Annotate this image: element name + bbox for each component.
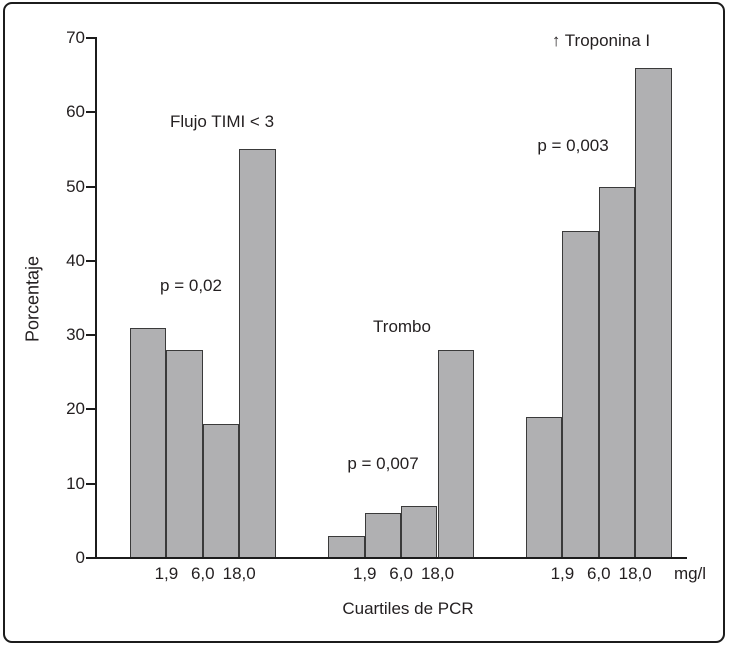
y-tick-label: 70 bbox=[66, 27, 85, 47]
bar bbox=[239, 149, 276, 559]
bar bbox=[598, 186, 636, 559]
y-tick-mark bbox=[86, 259, 95, 262]
x-tick-label: 6,0 bbox=[586, 564, 611, 583]
y-tick-label: 40 bbox=[66, 250, 85, 270]
x-tick-label: 6,0 bbox=[389, 564, 413, 583]
x-tick-label: 6,0 bbox=[190, 564, 215, 583]
bar bbox=[401, 505, 438, 559]
bar bbox=[202, 424, 240, 559]
p-value-flujo-timi: p = 0,02 bbox=[160, 276, 222, 295]
x-tick-label: 1,9 bbox=[352, 564, 377, 583]
bar bbox=[562, 231, 599, 559]
x-tick-label: 18,0 bbox=[618, 564, 652, 583]
x-unit-label: mg/l bbox=[673, 564, 707, 583]
y-axis-line bbox=[95, 36, 97, 559]
x-axis-baseline bbox=[95, 557, 687, 559]
x-tick-label: 1,9 bbox=[154, 564, 179, 583]
y-tick-mark bbox=[86, 557, 95, 559]
group-title-trombo: Trombo bbox=[373, 317, 431, 336]
y-tick-mark bbox=[86, 111, 95, 114]
y-tick-label: 10 bbox=[66, 473, 85, 493]
y-tick-label: 30 bbox=[66, 325, 85, 345]
y-tick-label: 50 bbox=[66, 176, 85, 196]
y-tick-mark bbox=[86, 185, 95, 188]
bar bbox=[166, 349, 203, 559]
figure-border bbox=[3, 2, 725, 643]
y-tick-mark bbox=[86, 334, 95, 337]
bar bbox=[328, 535, 365, 559]
bar bbox=[364, 513, 402, 559]
group-title-flujo-timi: Flujo TIMI < 3 bbox=[169, 112, 275, 131]
x-tick-label: 1,9 bbox=[550, 564, 575, 583]
bar bbox=[437, 349, 474, 559]
x-tick-label: 18,0 bbox=[222, 564, 256, 583]
y-tick-label: 60 bbox=[66, 102, 85, 122]
bar bbox=[635, 67, 672, 559]
y-tick-label: 20 bbox=[66, 399, 85, 419]
p-value-trombo: p = 0,007 bbox=[347, 454, 419, 473]
y-tick-mark bbox=[86, 36, 95, 39]
x-axis-title: Cuartiles de PCR bbox=[342, 599, 474, 618]
y-tick-mark bbox=[86, 482, 95, 485]
y-tick-mark bbox=[86, 408, 95, 411]
bar bbox=[526, 416, 563, 559]
x-tick-label: 18,0 bbox=[420, 564, 455, 583]
group-title-troponina: ↑ Troponina I bbox=[551, 31, 651, 50]
p-value-troponina: p = 0,003 bbox=[537, 136, 609, 155]
y-tick-label: 0 bbox=[75, 548, 85, 567]
bar bbox=[130, 327, 167, 559]
